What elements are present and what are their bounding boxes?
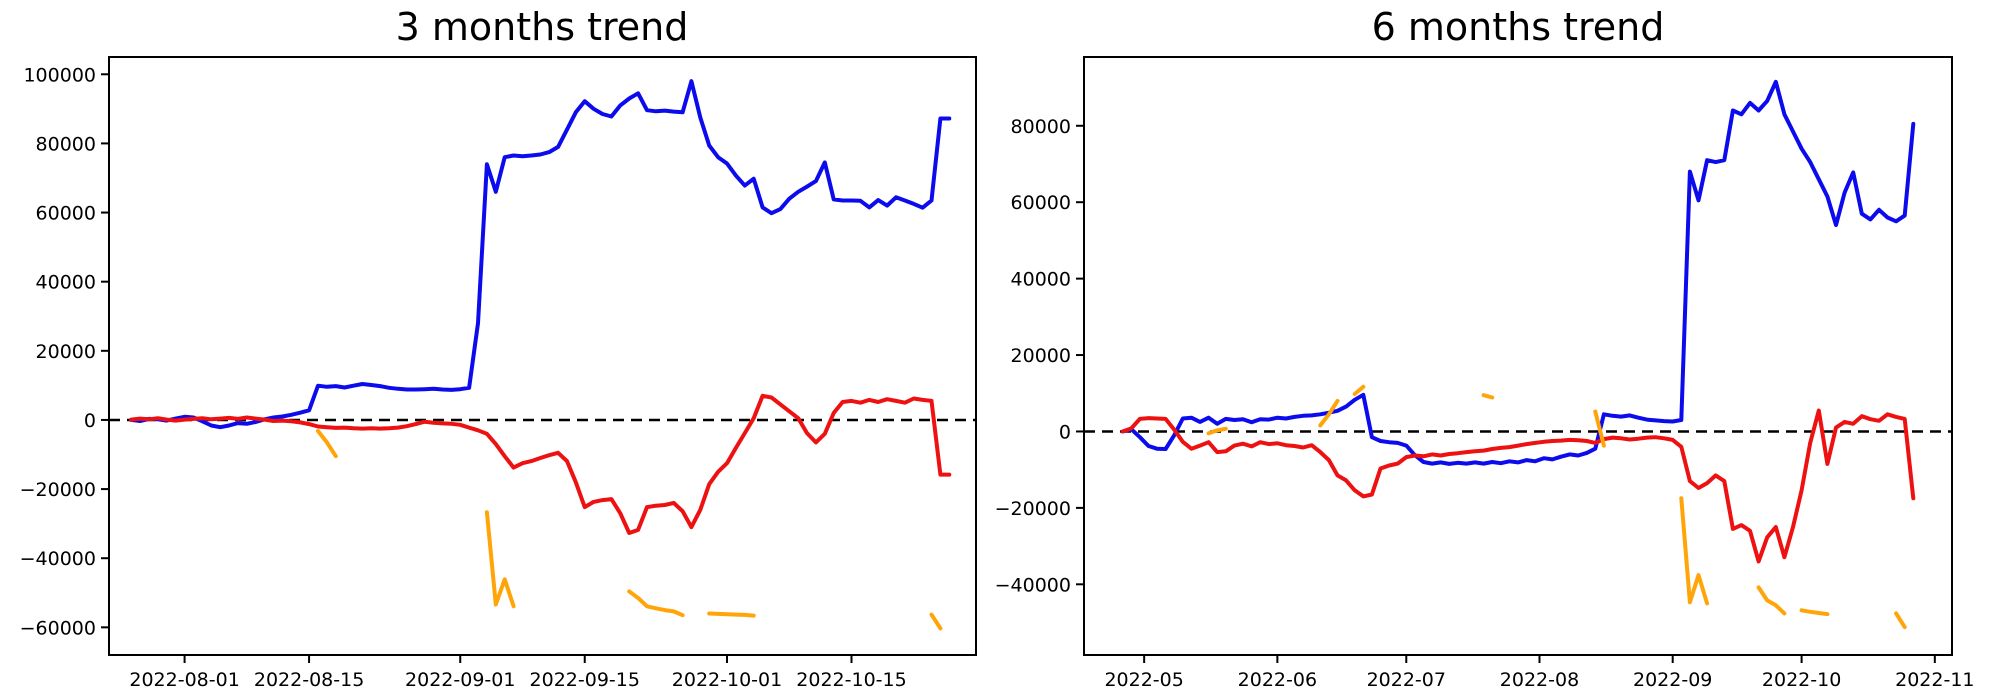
x-tick-label: 2022-05 — [1104, 669, 1183, 691]
x-tick-label: 2022-11 — [1895, 669, 1974, 691]
chart-6-months-plot: 80000 60000 40000 20000 0 −20000 −40000 2022-05… — [995, 79, 1975, 691]
y-tick-label: 60000 — [1011, 192, 1071, 214]
plot-border — [1083, 56, 1953, 656]
y-tick-label: 100000 — [23, 64, 96, 86]
y-tick-label: −60000 — [20, 617, 96, 639]
chart-title: 6 months trend — [1372, 5, 1665, 49]
chart-3-months-plot: 100000 80000 60000 40000 20000 0 −20000 −40000 −… — [20, 64, 976, 691]
series-orange-line — [316, 429, 943, 631]
plot-border — [108, 56, 977, 656]
x-tick-label: 2022-08-15 — [254, 669, 364, 691]
y-tick-label: −20000 — [995, 498, 1071, 520]
y-tick-label: −20000 — [20, 479, 96, 501]
x-tick-label: 2022-07 — [1367, 669, 1446, 691]
x-tick-label: 2022-09 — [1633, 669, 1712, 691]
y-tick-label: 0 — [84, 410, 96, 432]
series-red-line — [1120, 408, 1916, 564]
series-blue-line — [1120, 79, 1916, 466]
x-tick-label: 2022-10 — [1762, 669, 1841, 691]
y-tick-label: −40000 — [20, 548, 96, 570]
x-tick-label: 2022-09-15 — [530, 669, 640, 691]
y-tick-label: 40000 — [36, 272, 96, 294]
x-tick-label: 2022-08-01 — [129, 669, 239, 691]
x-tick-label: 2022-09-01 — [405, 669, 515, 691]
series-blue-line — [129, 79, 952, 430]
y-tick-label: 60000 — [36, 203, 96, 225]
chart-3-months: 3 months trend 100000 80000 60000 40000 2000… — [20, 5, 977, 691]
y-tick-label: 0 — [1059, 421, 1071, 443]
chart-title: 3 months trend — [396, 5, 689, 49]
series-red-line — [129, 393, 952, 535]
y-tick-label: 80000 — [36, 133, 96, 155]
x-tick-label: 2022-08 — [1500, 669, 1579, 691]
x-tick-label: 2022-10-15 — [796, 669, 906, 691]
y-tick-label: 20000 — [1011, 345, 1071, 367]
x-tick-label: 2022-06 — [1238, 669, 1317, 691]
y-tick-label: 80000 — [1011, 116, 1071, 138]
y-tick-label: −40000 — [995, 574, 1071, 596]
series-orange-line — [1206, 384, 1907, 630]
y-tick-label: 20000 — [36, 341, 96, 363]
y-tick-label: 40000 — [1011, 269, 1071, 291]
chart-6-months: 6 months trend 80000 60000 40000 20000 0 −200… — [995, 5, 1975, 691]
x-tick-label: 2022-10-01 — [672, 669, 782, 691]
